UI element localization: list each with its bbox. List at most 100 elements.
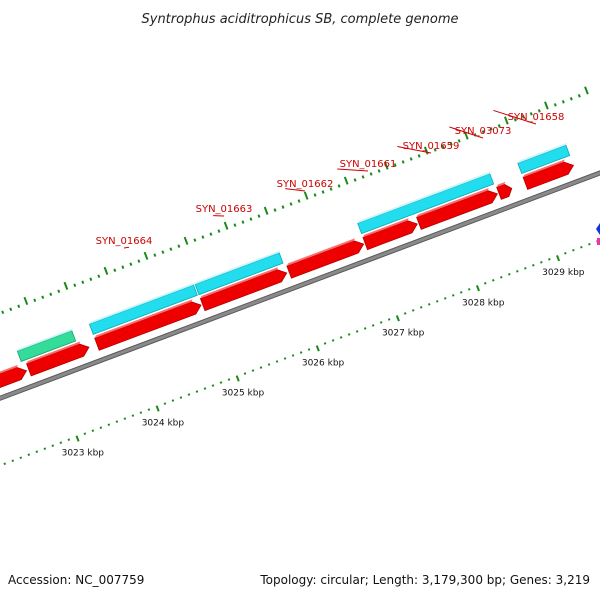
cds-arrow-body xyxy=(496,183,513,200)
inner-tick xyxy=(211,384,215,387)
outer-tick xyxy=(257,214,261,218)
inner-tick xyxy=(195,390,199,393)
kbp-label-layer: 3023 kbp 3024 kbp 3025 kbp 3026 kbp 3027 kbp… xyxy=(62,268,585,458)
inner-tick xyxy=(540,261,543,264)
inner-tick xyxy=(564,251,567,255)
map-title: Syntrophus aciditrophicus SB, complete g… xyxy=(142,12,459,27)
outer-tick xyxy=(313,193,317,197)
inner-tick xyxy=(227,378,231,381)
gene-label: SYN_03073 xyxy=(455,126,512,137)
cds-arrow xyxy=(362,218,418,251)
outer-tick xyxy=(177,244,181,248)
cds-arrow-body xyxy=(522,161,575,190)
inner-tick xyxy=(459,291,463,294)
outer-tick xyxy=(321,190,325,194)
outer-tick xyxy=(423,146,429,155)
outer-tick xyxy=(361,175,365,179)
outer-tick xyxy=(143,251,149,260)
inner-tick xyxy=(299,351,303,354)
inner-tick xyxy=(251,369,255,372)
outer-tick xyxy=(369,172,373,176)
outer-tick xyxy=(209,232,213,236)
outer-tick xyxy=(23,296,29,306)
inner-tick xyxy=(171,399,175,402)
outer-tick xyxy=(289,202,293,206)
outer-tick xyxy=(241,220,245,224)
inner-tick xyxy=(139,411,143,414)
label-leader-line xyxy=(449,126,484,139)
cds-arrow-body xyxy=(199,269,288,312)
outer-tick xyxy=(457,139,461,143)
outer-tick xyxy=(103,266,109,275)
inner-tick xyxy=(235,375,240,382)
inner-tick xyxy=(75,435,80,442)
inner-tick xyxy=(179,396,183,399)
cds-arrow-body xyxy=(416,190,498,230)
accession-text: Accession: NC_007759 xyxy=(8,573,145,587)
outer-tick xyxy=(249,217,253,221)
feature-bar-top xyxy=(17,328,73,352)
inner-tick xyxy=(403,312,407,315)
outer-tick xyxy=(504,116,509,125)
inner-tick xyxy=(27,453,31,457)
feature-bar-body xyxy=(16,330,77,362)
feature-bar-top xyxy=(357,171,491,224)
inner-tick xyxy=(387,318,391,321)
feature-bar xyxy=(16,328,77,362)
cds-arrow-top xyxy=(26,341,81,364)
cds-arrow xyxy=(496,181,513,200)
inner-tick xyxy=(483,282,487,285)
cds-arrow-top xyxy=(523,159,565,178)
inner-tick xyxy=(291,354,295,357)
outer-tick xyxy=(329,187,333,191)
outer-tick xyxy=(441,145,445,149)
cds-arrow-body xyxy=(0,366,28,390)
outer-tick xyxy=(337,184,341,188)
outer-tick xyxy=(153,253,157,257)
inner-tick xyxy=(427,303,431,306)
inner-tick xyxy=(395,315,400,322)
outer-tick xyxy=(233,223,237,227)
inner-tick xyxy=(363,327,367,330)
outer-tick xyxy=(113,268,117,272)
outer-tick xyxy=(57,289,61,294)
gene-bar xyxy=(357,171,495,235)
outer-tick xyxy=(409,157,413,161)
outer-tick xyxy=(223,221,229,230)
inner-tick xyxy=(411,309,415,312)
outer-tick-ring xyxy=(1,86,589,315)
kbp-tick-label: 3025 kbp xyxy=(222,388,265,398)
kbp-tick-label: 3023 kbp xyxy=(62,449,105,459)
gene-bar xyxy=(517,142,571,175)
outer-tick xyxy=(201,235,205,239)
outer-tick xyxy=(41,295,45,300)
cds-arrow-top xyxy=(496,181,506,188)
inner-tick xyxy=(347,333,351,336)
outer-tick xyxy=(353,178,357,182)
label-leader-line xyxy=(397,146,432,154)
outer-tick xyxy=(297,199,301,203)
inner-tick xyxy=(419,306,423,309)
inner-tick xyxy=(508,273,511,276)
outer-tick xyxy=(569,97,573,101)
inner-tick xyxy=(155,405,160,412)
outer-tick xyxy=(584,86,589,95)
kbp-tick-label: 3027 kbp xyxy=(382,328,425,338)
inner-tick xyxy=(83,432,87,435)
inner-tick xyxy=(99,426,103,429)
gene-bar xyxy=(88,282,198,335)
gene-label: SYN_01662 xyxy=(277,179,334,190)
outer-tick xyxy=(49,292,53,297)
cds-arrow xyxy=(199,267,288,312)
feature-layer xyxy=(0,142,575,390)
outer-tick xyxy=(273,208,277,212)
inner-tick xyxy=(219,381,223,384)
inner-tick xyxy=(443,297,447,300)
feature-bar-top xyxy=(89,282,195,325)
genome-backbone xyxy=(0,170,600,401)
cds-arrow-body xyxy=(94,301,202,351)
cds-arrow-body xyxy=(286,240,365,279)
cds-arrow-body xyxy=(362,220,418,251)
inner-tick xyxy=(35,450,39,454)
